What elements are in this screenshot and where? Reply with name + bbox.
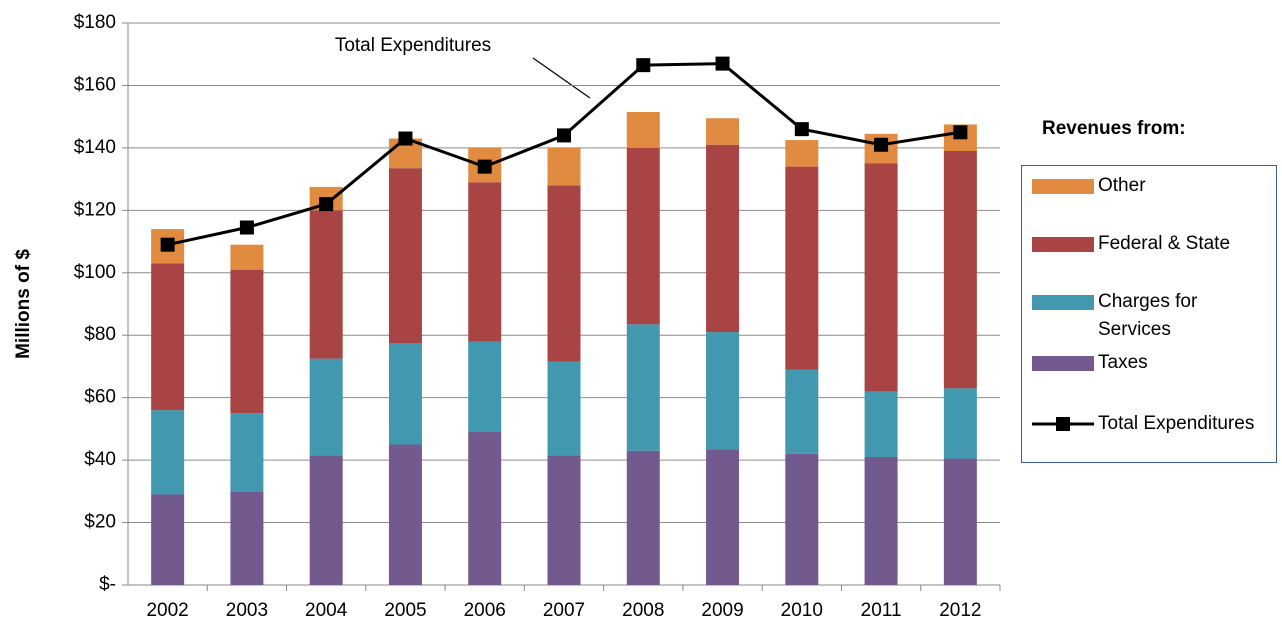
line-marker bbox=[160, 237, 175, 252]
bar-segment bbox=[626, 450, 660, 585]
legend: Other Federal & State Charges for Services… bbox=[1021, 165, 1277, 463]
bar-segment bbox=[547, 361, 581, 456]
line-marker bbox=[636, 58, 651, 73]
bar-segment bbox=[943, 151, 977, 389]
y-tick-label: $120 bbox=[74, 199, 116, 220]
bar-segment bbox=[706, 449, 740, 585]
legend-entry: Charges for Services bbox=[1028, 288, 1256, 344]
bar-segment bbox=[626, 111, 660, 148]
legend-title: Revenues from: bbox=[1042, 118, 1186, 139]
y-tick-label: $140 bbox=[74, 137, 116, 158]
bar-segment bbox=[785, 369, 819, 454]
y-tick-label: $100 bbox=[74, 262, 116, 283]
bar-segment bbox=[547, 455, 581, 585]
legend-entry: Taxes bbox=[1028, 349, 1256, 377]
y-axis-label: Millions of $ bbox=[13, 249, 34, 359]
annotation: Total Expenditures bbox=[335, 35, 491, 56]
legend-label: Charges for Services bbox=[1098, 291, 1198, 340]
bar-segment bbox=[388, 444, 422, 585]
chart: Millions of $ Total Expenditures $- $20 $4… bbox=[13, 12, 1001, 621]
x-tick-label: 2008 bbox=[622, 600, 664, 621]
y-tick-label: $60 bbox=[84, 387, 116, 408]
x-tick-label: 2006 bbox=[464, 600, 506, 621]
legend-swatch bbox=[1032, 295, 1094, 310]
legend-rect bbox=[1032, 295, 1094, 310]
x-tick-label: 2003 bbox=[226, 600, 268, 621]
x-tick-label: 2007 bbox=[543, 600, 585, 621]
bar-segment bbox=[151, 263, 185, 411]
legend-label: Federal & State bbox=[1098, 233, 1231, 254]
bar-segment bbox=[468, 182, 502, 342]
bar-segment bbox=[468, 341, 502, 433]
bar-segment bbox=[626, 324, 660, 451]
legend-rect bbox=[1032, 237, 1094, 252]
x-tick-label: 2004 bbox=[305, 600, 348, 621]
bar-segment bbox=[785, 140, 819, 167]
line-marker bbox=[239, 220, 254, 235]
x-tick-label: 2009 bbox=[701, 600, 743, 621]
legend-entry: Total Expenditures bbox=[1028, 410, 1256, 438]
x-tick-label: 2002 bbox=[146, 600, 188, 621]
bar-segment bbox=[468, 432, 502, 585]
bar-segment bbox=[706, 144, 740, 333]
line-marker bbox=[794, 122, 809, 137]
bar-segment bbox=[785, 453, 819, 585]
bar-segment bbox=[706, 332, 740, 450]
legend-label: Other bbox=[1098, 175, 1146, 196]
bar-segment bbox=[706, 118, 740, 145]
legend-label: Total Expenditures bbox=[1098, 413, 1255, 434]
y-tick-label: $80 bbox=[84, 324, 116, 345]
bar-segment bbox=[864, 391, 898, 457]
bar-segment bbox=[230, 244, 264, 270]
y-tick-label: $180 bbox=[74, 12, 116, 33]
bar-segment bbox=[151, 494, 185, 585]
y-tick-label: $20 bbox=[84, 512, 116, 533]
legend-entry: Other bbox=[1028, 172, 1256, 200]
legend-swatch bbox=[1032, 356, 1094, 371]
y-tick-label: $- bbox=[99, 574, 116, 595]
bar-segment bbox=[230, 491, 264, 585]
line-marker bbox=[715, 56, 730, 71]
line-marker bbox=[398, 131, 413, 146]
legend-marker bbox=[1056, 417, 1070, 431]
bar-segment bbox=[943, 458, 977, 585]
annotation-leader bbox=[532, 57, 591, 99]
bar-segment bbox=[230, 269, 264, 414]
bar-segment bbox=[309, 210, 343, 359]
bar-segment bbox=[388, 168, 422, 344]
y-tick-label: $40 bbox=[84, 449, 116, 470]
bar-segment bbox=[943, 388, 977, 459]
x-tick-label: 2005 bbox=[384, 600, 426, 621]
legend-swatch bbox=[1032, 417, 1094, 431]
legend-swatch bbox=[1032, 179, 1094, 194]
line-marker bbox=[319, 197, 334, 212]
bar-segment bbox=[626, 147, 660, 325]
bar-segment bbox=[309, 358, 343, 456]
legend-entry: Federal & State bbox=[1028, 230, 1256, 258]
x-tick-label: 2012 bbox=[939, 600, 981, 621]
line-marker bbox=[874, 137, 889, 152]
legend-rect bbox=[1032, 179, 1094, 194]
y-tick-label: $160 bbox=[74, 74, 116, 95]
bar-segment bbox=[785, 166, 819, 370]
bar-segment bbox=[864, 163, 898, 392]
line-marker bbox=[953, 125, 968, 140]
bar-segment bbox=[388, 343, 422, 445]
legend-label: Taxes bbox=[1098, 352, 1148, 373]
bar-segment bbox=[547, 185, 581, 362]
line-marker bbox=[477, 159, 492, 174]
bar-segment bbox=[547, 147, 581, 186]
bar-segment bbox=[230, 413, 264, 492]
legend-rect bbox=[1032, 356, 1094, 371]
legend-swatch bbox=[1032, 237, 1094, 252]
line-marker bbox=[557, 128, 571, 143]
bar-segment bbox=[864, 456, 898, 585]
bar-segment bbox=[309, 455, 343, 585]
x-tick-label: 2011 bbox=[861, 600, 902, 621]
bar-segment bbox=[151, 410, 185, 495]
x-tick-label: 2010 bbox=[781, 600, 823, 621]
